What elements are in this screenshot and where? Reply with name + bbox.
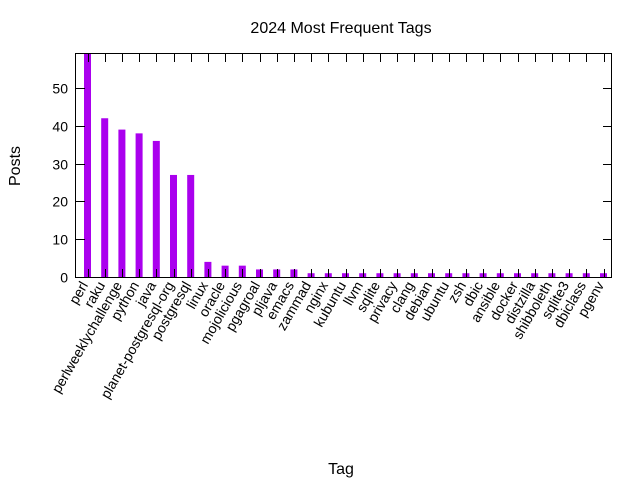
bar-planet-postgresql-org xyxy=(170,174,177,277)
chart-title: 2024 Most Frequent Tags xyxy=(250,20,431,37)
bar-emacs xyxy=(290,269,298,277)
bar-perl xyxy=(84,54,91,277)
bar-debian xyxy=(428,273,435,277)
bar-sqlite xyxy=(376,273,384,277)
y-tick-label: 30 xyxy=(52,157,68,173)
y-tick-label: 0 xyxy=(60,270,68,286)
bar-perlweeklychallenge xyxy=(118,129,126,277)
bar-postgresql xyxy=(187,174,195,277)
x-axis-label: Tag xyxy=(328,461,354,478)
bar-kubuntu xyxy=(342,273,349,277)
bar-python xyxy=(135,133,143,277)
bar-ubuntu xyxy=(445,273,453,277)
bar-distzilla xyxy=(531,273,539,277)
bar-java xyxy=(152,140,160,277)
plot-frame xyxy=(75,53,612,278)
bar-docker xyxy=(514,273,521,277)
bars-group xyxy=(84,54,607,277)
bar-llvm xyxy=(359,273,367,277)
y-tick-label: 50 xyxy=(52,81,68,97)
bar-pljava xyxy=(273,269,281,277)
y-axis-label: Posts xyxy=(7,146,24,186)
bar-linux xyxy=(204,261,212,277)
bar-pgenv xyxy=(600,273,607,277)
bar-zsh xyxy=(462,273,470,277)
y-tick-label: 10 xyxy=(52,232,68,248)
y-tick-label: 40 xyxy=(52,119,68,135)
bar-raku xyxy=(101,118,109,277)
bar-shibboleth xyxy=(548,273,556,277)
bar-pgagroal xyxy=(256,269,263,277)
y-tick-label: 20 xyxy=(52,194,68,210)
x-axis: perlrakuperlweeklychallengepythonjavapla… xyxy=(48,54,607,401)
